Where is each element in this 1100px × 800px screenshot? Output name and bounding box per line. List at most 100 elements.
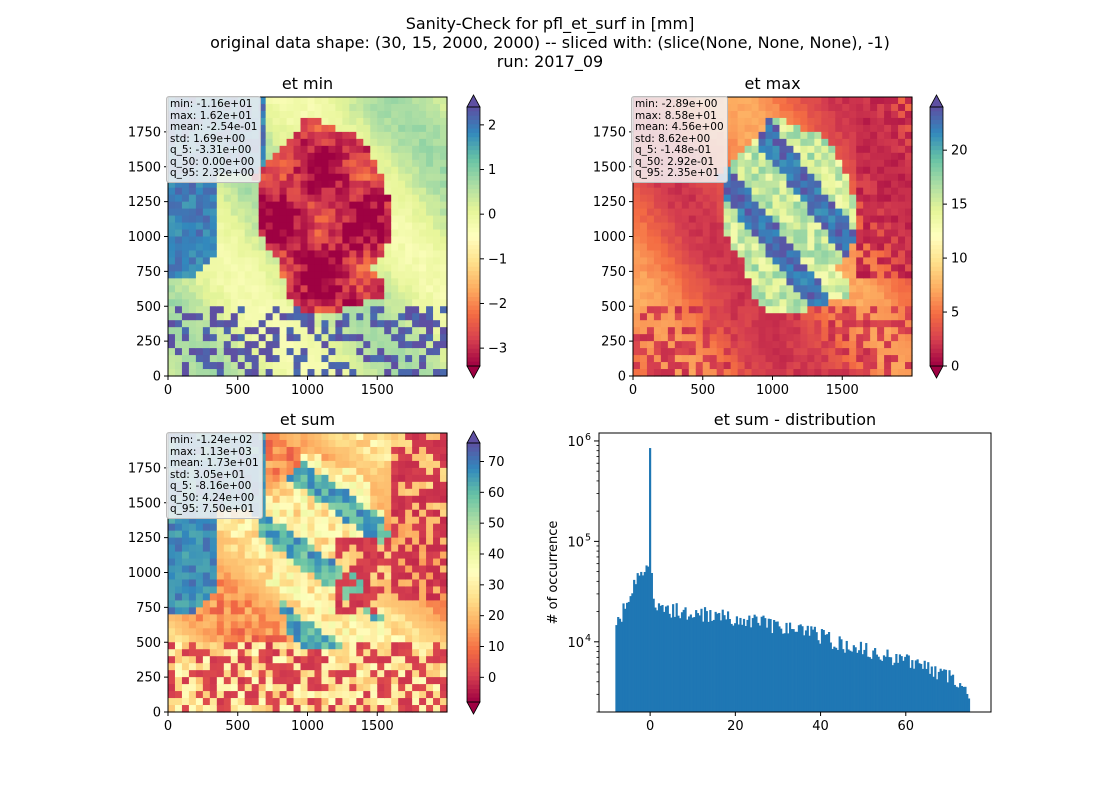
histogram-bar — [951, 674, 955, 712]
stats-box: min: -1.24e+02 max: 1.13e+03 mean: 1.73e+0… — [166, 432, 263, 519]
heatmap-panel-0: et min 0 500 1000 1500 0 250 500 750 1000 1250 1500… — [128, 74, 507, 398]
histogram-bar — [696, 613, 700, 712]
histogram-bar — [654, 607, 657, 712]
stats-line: q_95: 2.32e+00 — [170, 167, 255, 179]
histogram-bar — [776, 621, 779, 712]
histogram-bar — [641, 575, 645, 712]
histogram-bar — [680, 612, 684, 712]
histogram-bar — [633, 579, 636, 712]
histogram-bar — [726, 611, 730, 712]
y-axis-label: # of occurrence — [546, 521, 561, 625]
histogram-bar — [884, 656, 887, 712]
histogram-bar — [944, 669, 948, 712]
histogram-bar — [688, 616, 691, 712]
y-tick-label: 250 — [601, 335, 626, 350]
histogram-bar — [911, 660, 914, 712]
histogram-bar — [817, 640, 820, 712]
histogram-bar — [847, 649, 850, 712]
histogram-bars — [615, 448, 971, 712]
histogram-bar — [664, 606, 668, 712]
histogram-bar — [939, 668, 942, 712]
histogram-bar — [921, 668, 925, 712]
colorbar-extend-bottom — [466, 365, 481, 379]
histogram-bar — [620, 621, 623, 712]
y-tick-label: 1000 — [128, 566, 161, 581]
y-tick-label: 1250 — [128, 195, 161, 210]
histogram-bar — [948, 670, 951, 712]
y-tick-label: 0 — [153, 370, 161, 385]
histogram-bar — [804, 630, 808, 712]
y-tick-label: 750 — [136, 601, 161, 616]
histogram-bar — [861, 654, 864, 712]
histogram-bar — [874, 648, 877, 712]
x-tick-label: 1000 — [291, 383, 324, 398]
histogram-bar — [881, 660, 884, 712]
histogram-bar — [625, 602, 629, 712]
histogram-bar — [866, 656, 870, 712]
colorbar-extend-top — [929, 94, 944, 108]
x-tick-label: 1500 — [361, 383, 394, 398]
histogram-bar — [640, 571, 643, 712]
histogram-bar — [672, 604, 675, 712]
histogram-bar — [684, 607, 687, 712]
histogram-bar — [927, 662, 930, 712]
histogram-bar — [932, 676, 935, 712]
histogram-bar — [771, 633, 774, 712]
histogram-bar — [695, 610, 698, 712]
colorbar-tick-label: 0 — [488, 671, 496, 686]
histogram-bar — [707, 621, 710, 712]
title-line-2: original data shape: (30, 15, 2000, 2000… — [210, 33, 890, 52]
colorbar-tick-label: 40 — [488, 548, 505, 563]
histogram-bar — [889, 657, 893, 712]
histogram-bar — [831, 648, 834, 712]
stats-line: q_95: 7.50e+01 — [170, 503, 255, 515]
histogram-bar — [902, 660, 905, 712]
y-tick-label: 500 — [136, 300, 161, 315]
y-tick-label: 10 — [567, 636, 584, 651]
histogram-bar — [735, 616, 739, 712]
y-tick-label: 10 — [567, 535, 584, 550]
axes-title: et sum - distribution — [714, 410, 876, 429]
histogram-bar — [788, 622, 792, 712]
stats-line: max: 8.58e+01 — [635, 109, 717, 122]
stats-line: std: 8.62e+00 — [635, 132, 711, 145]
histogram-bar — [803, 635, 806, 712]
histogram-bar — [946, 682, 949, 712]
histogram-bar — [693, 617, 696, 712]
histogram-bar — [718, 612, 721, 712]
histogram-bar — [762, 615, 765, 712]
stats-line: std: 3.05e+01 — [170, 468, 246, 481]
histogram-bar — [826, 634, 829, 712]
y-tick-label: 250 — [136, 671, 161, 686]
histogram-bar — [691, 617, 694, 712]
histogram-bar — [767, 618, 770, 712]
title-line-1: Sanity-Check for pfl_et_surf in [mm] — [405, 14, 695, 33]
histogram-bar — [730, 623, 733, 712]
histogram-bar — [781, 633, 785, 712]
histogram-bar — [914, 660, 917, 712]
histogram-bar — [734, 623, 737, 712]
stats-line: max: 1.13e+03 — [170, 445, 252, 458]
histogram-bar — [615, 625, 618, 712]
histogram-bar — [757, 622, 760, 712]
histogram-bar — [618, 618, 622, 712]
histogram-bar — [936, 679, 939, 712]
histogram-bar — [792, 629, 795, 712]
histogram-bar — [636, 573, 639, 712]
x-tick-label: 0 — [646, 719, 654, 734]
histogram-bar — [886, 649, 889, 712]
colorbar-tick-label: 50 — [488, 517, 505, 532]
histogram-bar — [838, 636, 841, 712]
y-tick-label: 750 — [136, 265, 161, 280]
colorbar-tick-label: 70 — [488, 455, 505, 470]
histogram-bar — [856, 652, 859, 712]
histogram-bar — [719, 620, 723, 712]
y-tick-label: 1500 — [128, 160, 161, 175]
y-tick-label: 500 — [601, 300, 626, 315]
histogram-bar — [797, 625, 801, 712]
histogram-bar — [778, 626, 781, 712]
histogram-bar — [891, 665, 894, 712]
colorbar-extend-top — [466, 430, 481, 444]
